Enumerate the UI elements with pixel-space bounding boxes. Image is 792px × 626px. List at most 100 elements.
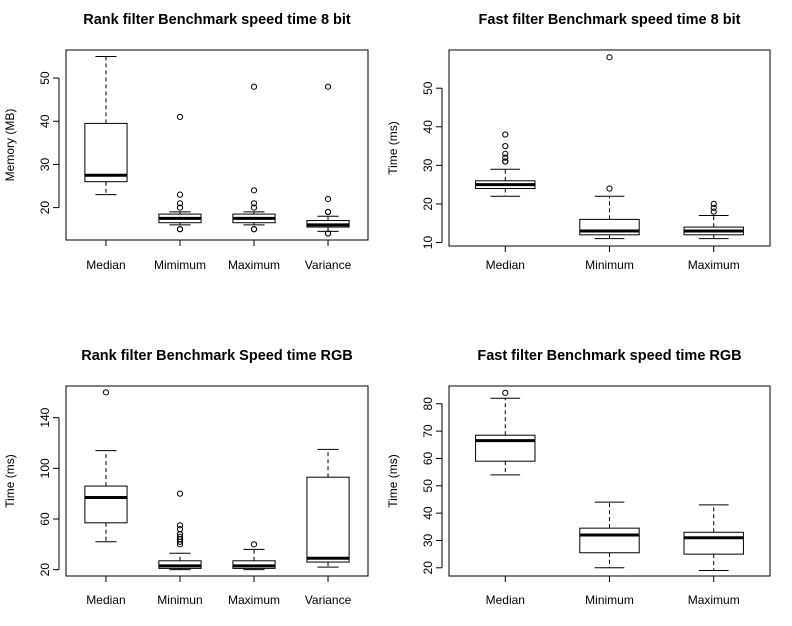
- outlier-point: [250, 204, 258, 211]
- box-maximum: [232, 83, 276, 233]
- chart-title: Fast filter Benchmark speed time RGB: [477, 348, 741, 364]
- x-tick-label: Median: [486, 593, 525, 607]
- box-median: [84, 55, 128, 196]
- x-tick-label: Median: [86, 258, 125, 272]
- x-tick-label: Median: [486, 258, 525, 272]
- outlier-point: [502, 389, 509, 396]
- iqr-box: [683, 531, 744, 555]
- plot-frame: [65, 385, 369, 577]
- iqr-box: [475, 434, 536, 462]
- outlier-point: [324, 230, 332, 237]
- iqr-box: [306, 476, 350, 563]
- x-tick-label: Variance: [305, 593, 352, 607]
- outlier-point: [710, 208, 717, 215]
- outlier-point: [324, 195, 332, 203]
- chart-panel-3: Rank filter Benchmark Speed time RGB 20 60…: [3, 348, 369, 607]
- box-median: [84, 389, 128, 543]
- x-tick-label: Variance: [305, 258, 352, 272]
- outlier-point: [176, 226, 184, 233]
- plot-frame: [65, 49, 369, 241]
- y-tick-label: 40: [38, 114, 52, 128]
- box-mimimum: [158, 113, 202, 233]
- y-tick-label: 60: [38, 512, 52, 526]
- chart-title: Rank filter Benchmark Speed time RGB: [81, 348, 353, 364]
- y-axis-label: Time (ms): [386, 121, 400, 175]
- x-tick-label: Minimun: [157, 593, 202, 607]
- chart-panel-4: Fast filter Benchmark speed time RGB 20 30…: [386, 348, 771, 607]
- outlier-point: [324, 208, 332, 216]
- y-tick-label: 20: [421, 197, 435, 211]
- outlier-point: [176, 191, 184, 198]
- y-tick-label: 50: [421, 81, 435, 95]
- y-tick-label: 70: [421, 424, 435, 438]
- outlier-point: [324, 83, 332, 90]
- box-variance: [306, 83, 350, 237]
- y-axis-label: Time (ms): [3, 454, 17, 508]
- outlier-point: [176, 541, 184, 548]
- outlier-point: [176, 526, 184, 533]
- outlier-point: [710, 204, 717, 211]
- outlier-point: [606, 54, 613, 61]
- y-axis-label: Memory (MB): [3, 109, 17, 182]
- outlier-point: [102, 389, 110, 396]
- outlier-point: [502, 150, 509, 157]
- x-tick-label: Maximum: [688, 593, 740, 607]
- outlier-point: [176, 522, 184, 529]
- outlier-point: [176, 204, 184, 211]
- y-tick-label: 20: [38, 201, 52, 215]
- y-tick-label: 60: [421, 451, 435, 465]
- y-tick-label: 30: [421, 533, 435, 547]
- box-variance: [306, 448, 350, 568]
- outlier-point: [176, 200, 184, 207]
- outlier-point: [502, 154, 509, 161]
- x-tick-label: Mimimum: [154, 258, 206, 272]
- y-tick-label: 50: [38, 71, 52, 85]
- outlier-point: [176, 490, 184, 497]
- y-tick-label: 40: [421, 120, 435, 134]
- y-axis-label: Time (ms): [386, 454, 400, 508]
- y-tick-label: 20: [38, 563, 52, 577]
- x-tick-label: Median: [86, 593, 125, 607]
- iqr-box: [579, 218, 640, 236]
- chart-panel-1: Rank filter Benchmark speed time 8 bit 20…: [3, 12, 369, 272]
- y-tick-label: 10: [421, 236, 435, 250]
- y-tick-label: 80: [421, 397, 435, 411]
- box-maximum: [683, 504, 744, 572]
- x-tick-label: Maximum: [688, 258, 740, 272]
- iqr-box: [579, 527, 640, 554]
- outlier-point: [710, 200, 717, 208]
- y-tick-label: 30: [421, 158, 435, 172]
- chart-title: Fast filter Benchmark speed time 8 bit: [479, 12, 741, 28]
- y-tick-label: 40: [421, 506, 435, 520]
- outlier-point: [502, 158, 509, 165]
- y-tick-label: 50: [421, 479, 435, 493]
- x-tick-label: Maximum: [228, 258, 280, 272]
- iqr-box: [84, 122, 128, 183]
- outlier-point: [502, 142, 509, 150]
- y-tick-label: 140: [38, 407, 52, 427]
- y-tick-label: 30: [38, 157, 52, 171]
- outlier-point: [250, 541, 258, 548]
- outlier-point: [250, 200, 258, 207]
- outlier-point: [176, 113, 184, 121]
- x-tick-label: Minimum: [585, 258, 634, 272]
- box-median: [475, 389, 536, 476]
- box-median: [475, 131, 536, 197]
- outlier-point: [502, 131, 509, 138]
- outlier-point: [606, 185, 613, 192]
- box-maximum: [232, 541, 276, 571]
- y-tick-label: 20: [421, 561, 435, 575]
- box-minimum: [579, 501, 640, 569]
- box-minimum: [579, 54, 640, 240]
- box-maximum: [683, 200, 744, 240]
- y-tick-label: 100: [38, 458, 52, 478]
- outlier-point: [250, 226, 258, 233]
- outlier-point: [250, 83, 258, 90]
- chart-panel-2: Fast filter Benchmark speed time 8 bit 10…: [386, 12, 771, 272]
- x-tick-label: Maximum: [228, 593, 280, 607]
- outlier-point: [250, 187, 258, 194]
- x-tick-label: Minimum: [585, 593, 634, 607]
- outlier-point: [176, 538, 184, 545]
